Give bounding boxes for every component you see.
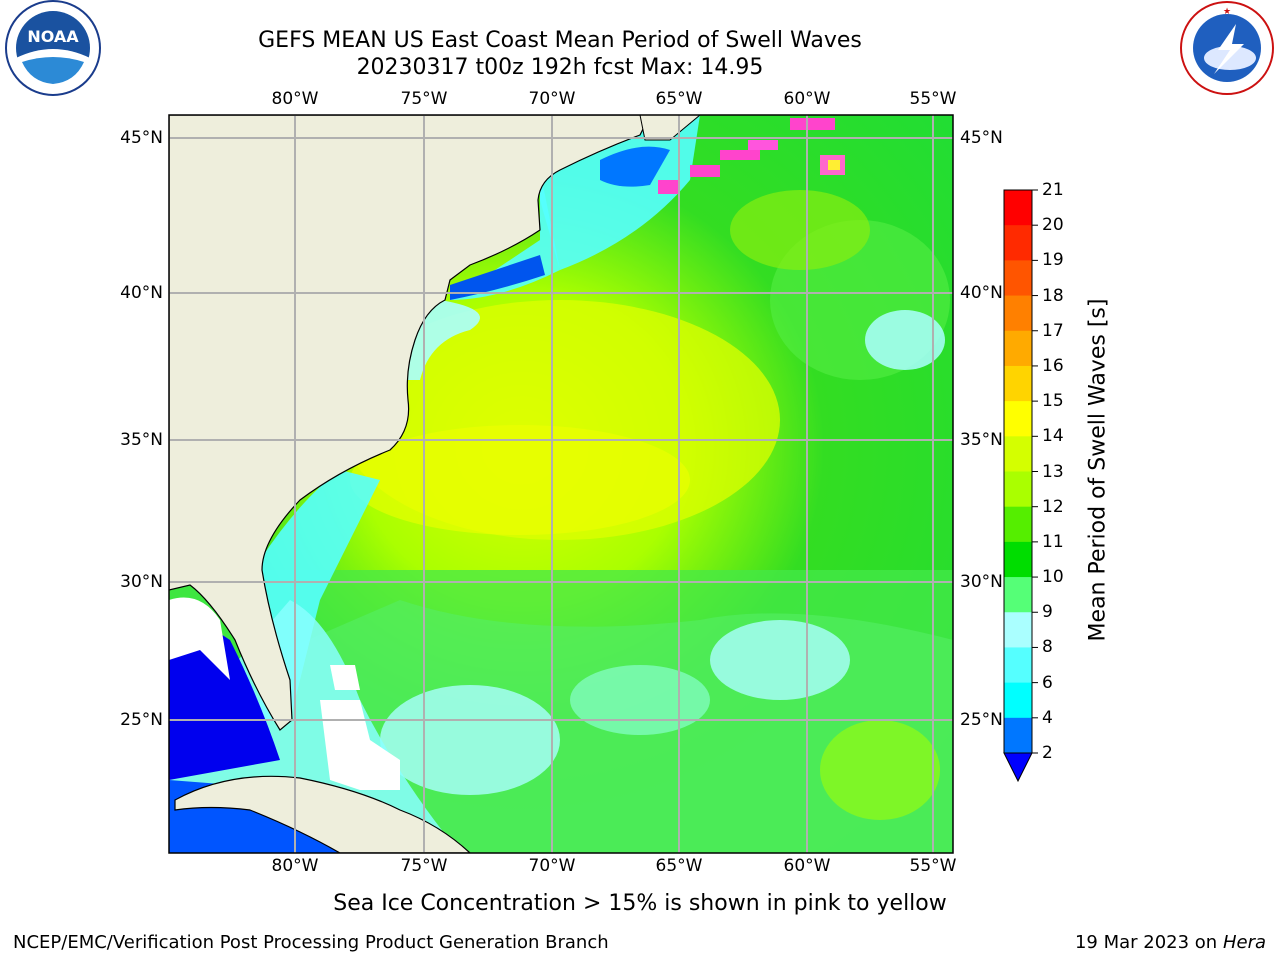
noaa-logo-icon: NOAA — [5, 0, 101, 96]
colorbar-level-label: 15 — [1042, 391, 1064, 412]
footer-machine: Hera — [1222, 932, 1266, 953]
nws-logo-icon: ★ — [1180, 1, 1274, 95]
colorbar-level-label: 16 — [1042, 355, 1064, 376]
sea-ice-patches — [658, 118, 845, 194]
colorbar-level-label: 13 — [1042, 461, 1064, 482]
land-north-america — [169, 115, 651, 731]
colorbar-level-label: 20 — [1042, 215, 1064, 236]
colorbar-segment — [1004, 190, 1032, 226]
lat-tick-right: 30°N — [960, 572, 1003, 592]
lon-tick-bottom: 60°W — [783, 856, 831, 876]
colorbar-level-label: 19 — [1042, 250, 1064, 271]
colorbar-segment — [1004, 401, 1032, 437]
lon-tick-bottom: 55°W — [909, 856, 957, 876]
footer-producer: NCEP/EMC/Verification Post Processing Pr… — [13, 932, 609, 953]
lat-tick-left: 25°N — [120, 710, 163, 730]
colorbar-segment — [1004, 436, 1032, 472]
colorbar-segment — [1004, 506, 1032, 543]
map-gridlines — [169, 115, 953, 853]
colorbar-segment — [1004, 295, 1032, 332]
lat-tick-right: 40°N — [960, 283, 1003, 303]
colorbar-segment — [1004, 365, 1032, 402]
colorbar-level-label: 10 — [1042, 567, 1064, 588]
land-cuba — [174, 775, 471, 853]
lon-tick-top: 60°W — [783, 89, 831, 109]
colorbar-level-label: 2 — [1042, 743, 1053, 763]
lon-tick-top: 80°W — [271, 89, 319, 109]
lon-tick-bottom: 75°W — [400, 856, 448, 876]
lon-tick-bottom: 80°W — [271, 856, 319, 876]
colorbar-level-label: 4 — [1042, 707, 1053, 728]
colorbar-segment — [1004, 541, 1032, 578]
colorbar-level-label: 6 — [1042, 672, 1053, 693]
colorbar-extend-min — [1003, 752, 1033, 783]
colorbar-level-label: 17 — [1042, 320, 1064, 341]
lat-tick-left: 40°N — [120, 283, 163, 303]
noaa-logo-text: NOAA — [27, 27, 79, 46]
lon-tick-bottom: 70°W — [528, 856, 576, 876]
lon-tick-top: 55°W — [909, 89, 957, 109]
lon-tick-top: 75°W — [400, 89, 448, 109]
colorbar-title: Mean Period of Swell Waves [s] — [1085, 298, 1111, 642]
colorbar-segment — [1004, 577, 1032, 613]
colorbar-level-label: 8 — [1042, 637, 1053, 658]
svg-text:★: ★ — [1223, 7, 1231, 17]
colorbar-segment — [1004, 717, 1032, 754]
lat-tick-left: 30°N — [120, 572, 163, 592]
lon-tick-top: 70°W — [528, 89, 576, 109]
map-subtitle: 20230317 t00z 192h fcst Max: 14.95 — [356, 55, 764, 80]
lat-tick-right: 25°N — [960, 710, 1003, 730]
colorbar-level-label: 11 — [1042, 531, 1064, 552]
map-frame — [168, 114, 954, 854]
colorbar-level-label: 14 — [1042, 426, 1064, 447]
colorbar-segment — [1004, 471, 1032, 508]
lon-tick-bottom: 65°W — [655, 856, 703, 876]
lon-tick-top: 65°W — [655, 89, 703, 109]
lat-tick-left: 45°N — [120, 128, 163, 148]
lat-tick-left: 35°N — [120, 430, 163, 450]
colorbar-segment — [1004, 647, 1032, 684]
sea-ice-note: Sea Ice Concentration > 15% is shown in … — [333, 891, 947, 916]
colorbar-segment — [1004, 225, 1032, 261]
lat-tick-right: 45°N — [960, 128, 1003, 148]
colorbar-segment — [1004, 682, 1032, 719]
colorbar-level-label: 9 — [1042, 602, 1053, 623]
footer-date-text: 19 Mar 2023 on — [1074, 932, 1218, 953]
colorbar-level-label: 12 — [1042, 496, 1064, 517]
colorbar-segment — [1004, 612, 1032, 648]
footer-date: 19 Mar 2023 on Hera — [1075, 932, 1266, 953]
colorbar-level-label: 21 — [1042, 180, 1064, 200]
lat-tick-right: 35°N — [960, 430, 1003, 450]
colorbar-segment — [1004, 330, 1032, 367]
colorbar-segment — [1004, 260, 1032, 297]
map-title: GEFS MEAN US East Coast Mean Period of S… — [258, 28, 862, 53]
colorbar-level-label: 18 — [1042, 285, 1064, 306]
colorbar — [1003, 189, 1038, 783]
